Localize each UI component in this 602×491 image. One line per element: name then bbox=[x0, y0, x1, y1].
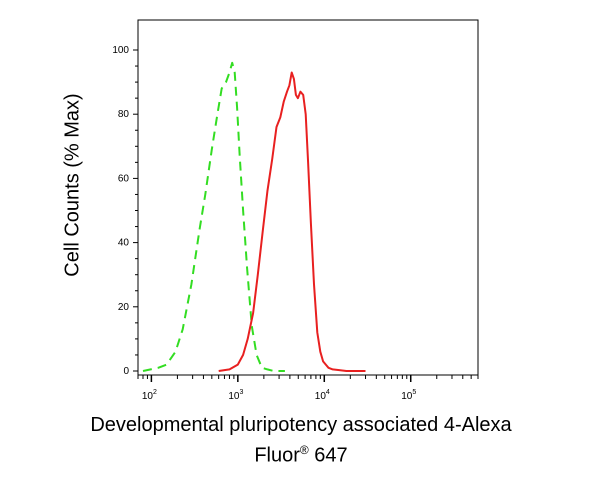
series-sample-solid-line bbox=[218, 71, 366, 372]
y-axis-label-text: Cell Counts (% Max) bbox=[61, 93, 83, 276]
x-axis-label: Developmental pluripotency associated 4-… bbox=[0, 413, 602, 469]
x-tick-label: 103 bbox=[228, 389, 243, 402]
x-tick-label: 105 bbox=[401, 389, 416, 402]
x-tick-label: 102 bbox=[142, 389, 157, 402]
y-axis-label: Cell Counts (% Max) bbox=[61, 93, 83, 276]
x-axis-label-line1: Developmental pluripotency associated 4-… bbox=[90, 414, 512, 436]
x-axis-label-fluor: Fluor bbox=[254, 444, 300, 467]
y-tick-label: 0 bbox=[123, 366, 129, 377]
y-tick-label: 40 bbox=[118, 238, 130, 249]
series-control-dashed-line bbox=[142, 61, 285, 372]
plot-frame bbox=[137, 19, 479, 376]
x-axis-label-rest: 647 bbox=[308, 444, 348, 467]
y-tick-label: 20 bbox=[118, 302, 130, 313]
y-tick-label: 100 bbox=[112, 45, 129, 56]
y-tick-label: 80 bbox=[118, 109, 130, 120]
y-tick-label: 60 bbox=[118, 173, 130, 184]
x-tick-label: 104 bbox=[315, 389, 330, 402]
x-axis-label-line2: Fluor® 647 bbox=[0, 438, 602, 469]
x-axis-label-registered: ® bbox=[299, 443, 309, 457]
